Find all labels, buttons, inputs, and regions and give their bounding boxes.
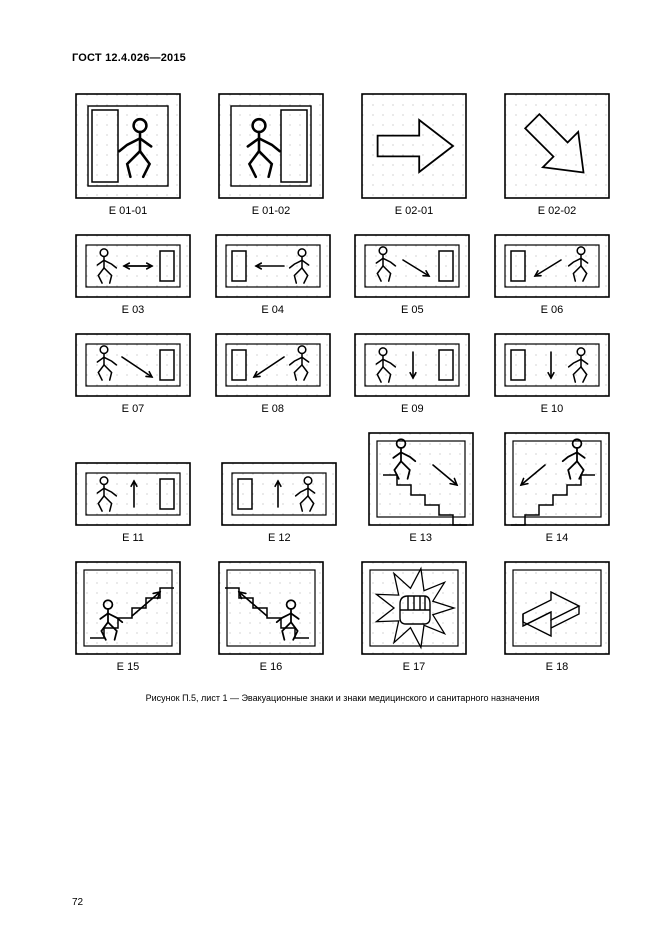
sign-e09 — [351, 330, 473, 400]
sign-label: E 01-01 — [109, 205, 148, 217]
sign-label: E 05 — [401, 304, 424, 316]
sign-cell: E 11 — [72, 459, 194, 554]
sign-label: E 01-02 — [252, 205, 291, 217]
sign-cell: E 17 — [358, 558, 470, 683]
figure-caption: Рисунок П.5, лист 1 — Эвакуационные знак… — [72, 693, 613, 703]
sign-e16 — [215, 558, 327, 658]
sign-e04 — [212, 231, 334, 301]
sign-label: E 06 — [541, 304, 564, 316]
sign-e03 — [72, 231, 194, 301]
sign-label: E 03 — [122, 304, 145, 316]
sign-e12 — [218, 459, 340, 529]
sign-label: E 15 — [117, 661, 140, 673]
sign-label: E 02-01 — [395, 205, 434, 217]
sign-label: E 08 — [261, 403, 284, 415]
sign-e11 — [72, 459, 194, 529]
sign-e13 — [365, 429, 477, 529]
row-3: E 07 E 08 — [72, 330, 613, 425]
sign-e14 — [501, 429, 613, 529]
sign-label: E 07 — [122, 403, 145, 415]
page-number: 72 — [72, 897, 83, 908]
sign-label: E 18 — [546, 661, 569, 673]
sign-label: E 10 — [541, 403, 564, 415]
sign-label: E 12 — [268, 532, 291, 544]
sign-label: E 09 — [401, 403, 424, 415]
sign-cell: E 10 — [491, 330, 613, 425]
row-1: E 01-01 E 01-02 E 02-01 — [72, 90, 613, 227]
sign-label: E 17 — [403, 661, 426, 673]
sign-cell: E 14 — [501, 429, 613, 554]
sign-label: E 14 — [546, 532, 569, 544]
sign-cell: E 02-02 — [501, 90, 613, 227]
sign-cell: E 01-02 — [215, 90, 327, 227]
sign-e06 — [491, 231, 613, 301]
sign-cell: E 15 — [72, 558, 184, 683]
sign-e01-01 — [72, 90, 184, 202]
sign-e02-01 — [358, 90, 470, 202]
sign-e05 — [351, 231, 473, 301]
sign-e08 — [212, 330, 334, 400]
sign-e02-02 — [501, 90, 613, 202]
sign-label: E 13 — [409, 532, 432, 544]
sign-e07 — [72, 330, 194, 400]
row-5: E 15 E 16 E 17 — [72, 558, 613, 683]
sign-cell: E 05 — [351, 231, 473, 326]
sign-e15 — [72, 558, 184, 658]
standard-header: ГОСТ 12.4.026—2015 — [72, 52, 613, 64]
page: ГОСТ 12.4.026—2015 E 01-01 E 01-0 — [0, 0, 661, 936]
sign-cell: E 16 — [215, 558, 327, 683]
sign-cell: E 08 — [212, 330, 334, 425]
sign-cell: E 03 — [72, 231, 194, 326]
sign-label: E 02-02 — [538, 205, 577, 217]
sign-label: E 04 — [261, 304, 284, 316]
sign-cell: E 12 — [218, 459, 340, 554]
sign-label: E 11 — [122, 532, 144, 544]
sign-label: E 16 — [260, 661, 283, 673]
sign-cell: E 01-01 — [72, 90, 184, 227]
sign-cell: E 06 — [491, 231, 613, 326]
sign-cell: E 04 — [212, 231, 334, 326]
row-4: E 11 E 12 — [72, 429, 613, 554]
sign-cell: E 07 — [72, 330, 194, 425]
sign-cell: E 13 — [365, 429, 477, 554]
row-2: E 03 E 04 — [72, 231, 613, 326]
sign-cell: E 09 — [351, 330, 473, 425]
sign-e18 — [501, 558, 613, 658]
sign-e17 — [358, 558, 470, 658]
signs-grid: E 01-01 E 01-02 E 02-01 — [72, 90, 613, 683]
sign-e10 — [491, 330, 613, 400]
sign-cell: E 02-01 — [358, 90, 470, 227]
sign-cell: E 18 — [501, 558, 613, 683]
sign-e01-02 — [215, 90, 327, 202]
